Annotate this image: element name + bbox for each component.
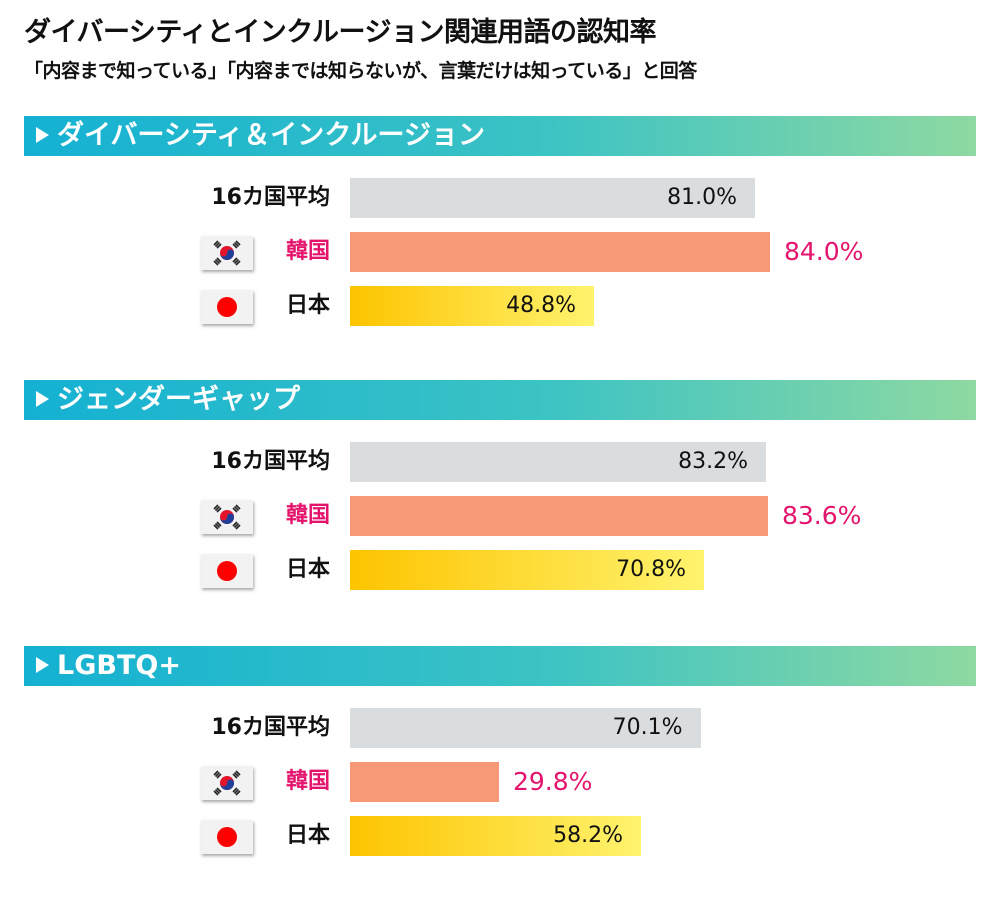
chart-section: ダイバーシティ＆インクルージョン 16カ国平均 81.0% 韓国 84.0% 日本 48.8… (0, 116, 1000, 366)
bar-row: 日本 70.8% (0, 550, 1000, 590)
bar-row: 韓国 83.6% (0, 496, 1000, 536)
category-label: 16カ国平均 (211, 449, 330, 474)
section-title: LGBTQ+ (57, 650, 181, 681)
value-label: 70.8% (616, 557, 686, 582)
category-label: 韓国 (285, 769, 330, 794)
bar (350, 178, 755, 218)
japan-flag-icon (201, 554, 253, 588)
bar-row: 日本 48.8% (0, 286, 1000, 326)
category-label: 16カ国平均 (211, 715, 330, 740)
value-label: 58.2% (553, 823, 623, 848)
triangle-right-icon (36, 127, 49, 143)
japan-flag-icon (201, 290, 253, 324)
chart-section: ジェンダーギャップ 16カ国平均 83.2% 韓国 83.6% 日本 70.8% (0, 380, 1000, 630)
korea-flag-icon (201, 766, 253, 800)
section-header: ダイバーシティ＆インクルージョン (24, 116, 976, 156)
bar (350, 232, 770, 272)
bar (350, 442, 766, 482)
bar (350, 816, 641, 856)
chart-title: ダイバーシティとインクルージョン関連用語の認知率 (24, 17, 656, 48)
category-label: 日本 (285, 557, 330, 582)
japan-flag-icon (201, 820, 253, 854)
korea-flag-icon (201, 236, 253, 270)
bar-row: 16カ国平均 83.2% (0, 442, 1000, 482)
bar (350, 708, 701, 748)
bar-row: 16カ国平均 70.1% (0, 708, 1000, 748)
bar-row: 16カ国平均 81.0% (0, 178, 1000, 218)
value-label: 83.6% (782, 501, 862, 530)
value-label: 70.1% (612, 715, 683, 740)
value-label: 84.0% (784, 237, 864, 266)
category-label: 韓国 (285, 503, 330, 528)
triangle-right-icon (36, 391, 49, 407)
category-label: 韓国 (285, 239, 330, 264)
value-label: 83.2% (678, 449, 748, 474)
bar (350, 762, 499, 802)
bar (350, 496, 768, 536)
category-label: 日本 (285, 293, 330, 318)
bar-row: 韓国 29.8% (0, 762, 1000, 802)
triangle-right-icon (36, 657, 49, 673)
bar (350, 550, 704, 590)
chart-subtitle: 「内容まで知っている」「内容までは知らないが、言葉だけは知っている」と回答 (24, 60, 697, 82)
korea-flag-icon (201, 500, 253, 534)
category-label: 日本 (285, 823, 330, 848)
value-label: 29.8% (513, 767, 593, 796)
chart-section: LGBTQ+ 16カ国平均 70.1% 韓国 29.8% 日本 58.2% (0, 646, 1000, 896)
category-label: 16カ国平均 (211, 185, 330, 210)
value-label: 81.0% (667, 185, 737, 210)
bar-row: 韓国 84.0% (0, 232, 1000, 272)
section-header: LGBTQ+ (24, 646, 976, 686)
section-title: ダイバーシティ＆インクルージョン (57, 120, 485, 151)
bar-row: 日本 58.2% (0, 816, 1000, 856)
value-label: 48.8% (506, 293, 576, 318)
section-title: ジェンダーギャップ (57, 384, 300, 415)
section-header: ジェンダーギャップ (24, 380, 976, 420)
bar (350, 286, 594, 326)
